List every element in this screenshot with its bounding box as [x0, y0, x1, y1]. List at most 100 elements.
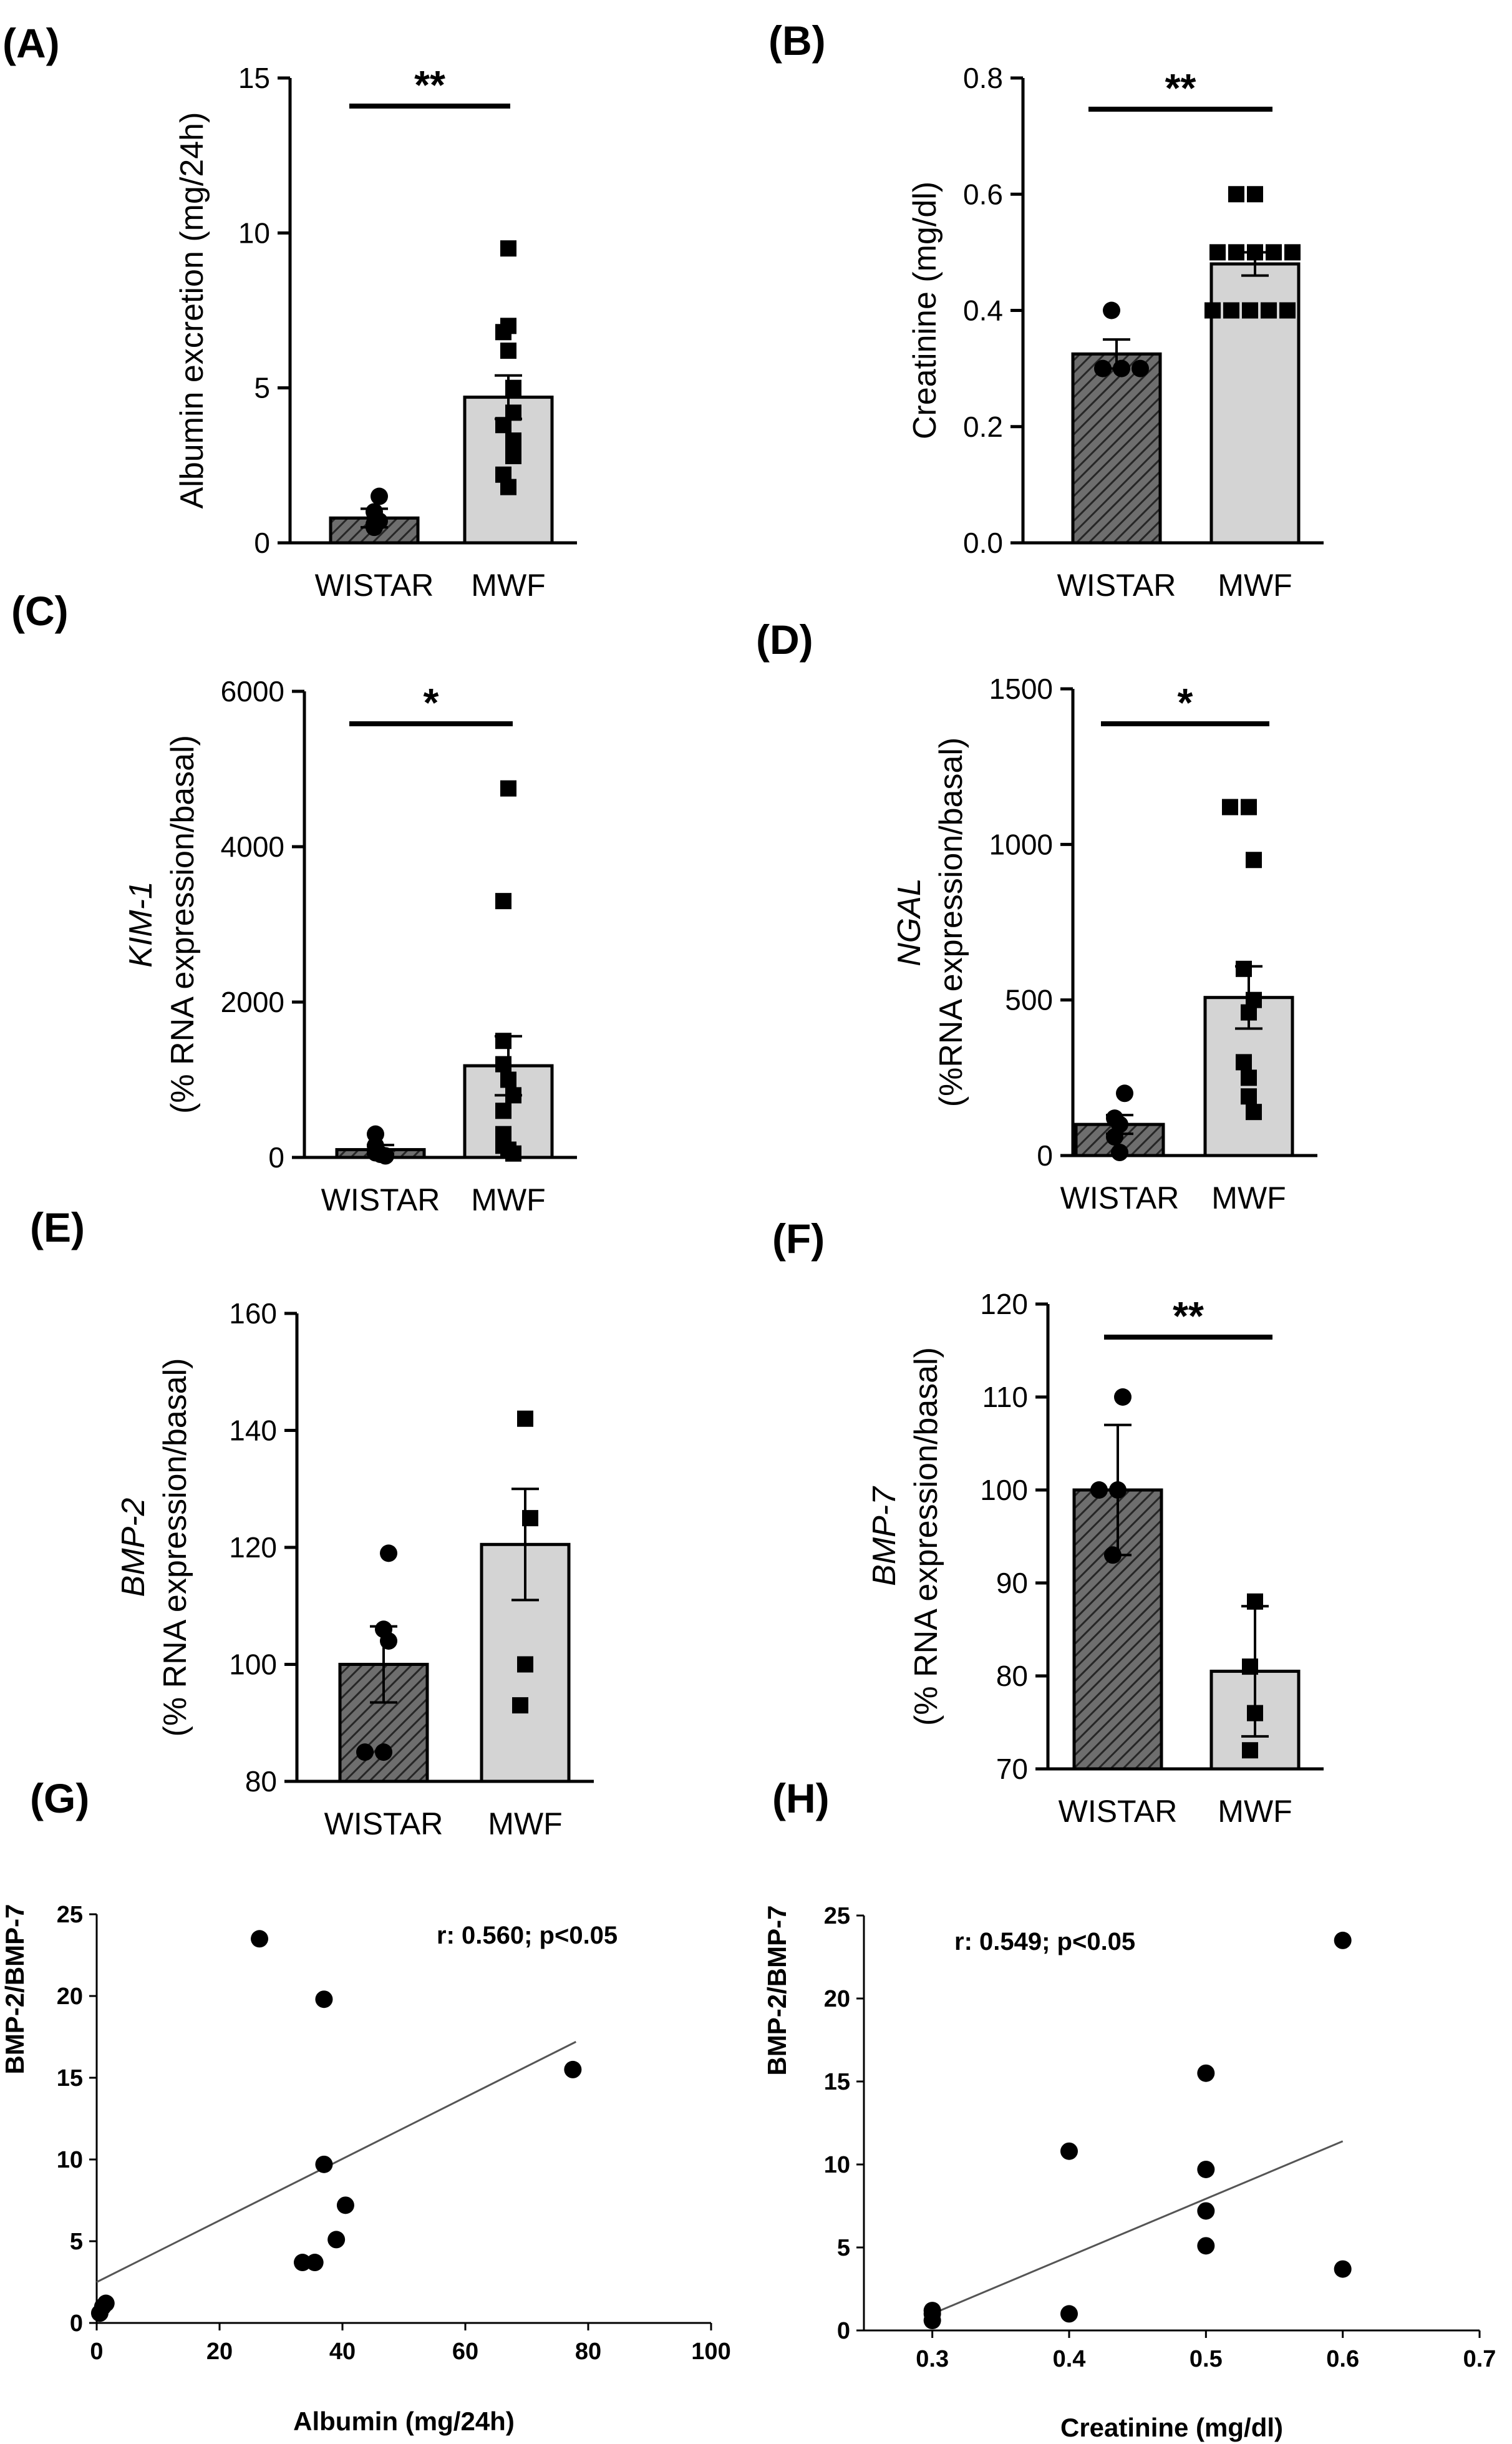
x-tick-label: 0.5: [1190, 2346, 1223, 2372]
data-point-mwf: [1246, 991, 1262, 1008]
correlation-annotation: r: 0.549; p<0.05: [954, 1928, 1135, 1955]
data-point-mwf: [495, 1056, 511, 1073]
significance-marker: *: [1178, 680, 1193, 725]
data-point-mwf: [1247, 186, 1263, 203]
category-label: MWF: [471, 1182, 545, 1217]
data-point-mwf: [1266, 244, 1282, 261]
panel-f: (F) 70 80 90 100 110 120 WISTAR MWF BMP-7 (% RNA e…: [772, 1215, 1324, 1829]
data-point-mwf: [1246, 852, 1262, 869]
data-point-mwf: [505, 447, 521, 464]
y-tick-label: 0: [1037, 1139, 1053, 1172]
x-tick-label: 20: [206, 2339, 233, 2365]
data-point-mwf: [1242, 1658, 1258, 1675]
data-point-mwf: [495, 466, 511, 483]
y-tick-label: 25: [824, 1903, 850, 1929]
correlation-annotation: r: 0.560; p<0.05: [437, 1922, 618, 1949]
data-point-wistar: [1106, 1109, 1123, 1127]
y-axis-label: Creatinine (mg/dl): [907, 182, 943, 439]
data-point-mwf: [1228, 186, 1244, 203]
data-point-mwf: [500, 780, 516, 797]
data-point-mwf: [1247, 244, 1263, 261]
y-tick-label: 0: [254, 527, 270, 559]
panel-a: (A) 0 5 10 15 WISTAR MWF Albumin excretion (mg/…: [2, 20, 577, 603]
panel-g: (G) 0 20 40 60 80 100 0 5 10 15 20 25 r: 0.560; p<0.0…: [0, 1775, 731, 2436]
y-tick-label: 0: [70, 2310, 83, 2337]
x-tick-label: 80: [575, 2339, 601, 2365]
scatter-point: [564, 2060, 582, 2078]
data-point-mwf: [1236, 1054, 1252, 1071]
y-axis-label: BMP-2/BMP-7: [0, 1904, 29, 2074]
y-tick-label: 20: [57, 1984, 83, 2010]
y-tick-label: 10: [57, 2147, 83, 2173]
data-point-mwf: [1279, 302, 1296, 319]
scatter-point: [1060, 2142, 1078, 2160]
data-point-mwf: [517, 1410, 533, 1427]
scatter-point: [1197, 2237, 1215, 2255]
panel-label: (E): [30, 1204, 85, 1250]
data-point-mwf: [1242, 1742, 1258, 1759]
data-point-mwf: [517, 1656, 533, 1673]
y-axis-label: (% RNA expression/basal): [908, 1347, 944, 1726]
y-tick-label: 10: [238, 217, 270, 249]
y-tick-label: 110: [982, 1381, 1028, 1413]
data-point-mwf: [495, 1126, 511, 1142]
y-tick-label: 0.0: [963, 527, 1003, 559]
x-tick-label: 0.4: [1053, 2346, 1086, 2372]
y-axis-label: BMP-2/BMP-7: [762, 1905, 792, 2075]
y-tick-label: 0.8: [963, 62, 1003, 94]
y-tick-label: 15: [238, 62, 270, 94]
y-axis-label: (% RNA expression/basal): [157, 1358, 193, 1737]
panel-b: (B) 0.0 0.2 0.4 0.6 0.8 WISTAR MWF Creatinine (m…: [768, 17, 1324, 603]
scatter-point: [1334, 2260, 1352, 2278]
data-point-mwf: [1241, 1088, 1257, 1105]
data-point-wistar: [1113, 359, 1130, 377]
y-tick-label: 500: [1005, 984, 1053, 1016]
y-tick-label: 120: [229, 1531, 277, 1564]
y-axis-label: Albumin excretion (mg/24h): [174, 112, 210, 509]
y-tick-label: 5: [254, 372, 270, 404]
y-tick-label: 1500: [989, 673, 1053, 705]
y-tick-label: 15: [824, 2069, 850, 2095]
y-tick-label: 5: [70, 2229, 83, 2255]
significance-marker: *: [424, 680, 439, 725]
data-point-wistar: [1109, 1481, 1127, 1499]
category-label: WISTAR: [1057, 568, 1176, 603]
panel-c: (C) 0 2000 4000 6000 WISTAR MWF KIM-1 (% RNA exp…: [11, 588, 577, 1217]
panel-d: (D) 0 500 1000 1500 WISTAR MWF NGAL (%RNA expres…: [756, 616, 1317, 1215]
panel-label: (B): [768, 17, 826, 64]
y-tick-label: 100: [229, 1648, 277, 1681]
significance-marker: **: [414, 62, 445, 107]
y-tick-label: 2000: [221, 986, 284, 1018]
scatter-point: [97, 2294, 115, 2312]
scatter-point: [327, 2231, 346, 2249]
category-label: MWF: [488, 1806, 562, 1841]
category-label: WISTAR: [321, 1182, 440, 1217]
scatter-point: [336, 2196, 354, 2214]
data-point-mwf: [1223, 302, 1239, 319]
category-label: WISTAR: [315, 568, 434, 603]
regression-line: [932, 2140, 1344, 2315]
data-point-mwf: [1247, 1705, 1263, 1721]
y-tick-label: 4000: [221, 830, 284, 863]
y-tick-label: 25: [57, 1902, 83, 1928]
y-tick-label: 140: [229, 1414, 277, 1447]
data-point-wistar: [367, 1125, 384, 1143]
y-tick-label: 1000: [989, 828, 1053, 860]
data-point-wistar: [356, 1743, 374, 1761]
y-axis-label: (% RNA expression/basal): [165, 735, 201, 1114]
bar-wistar: [1071, 352, 1162, 545]
y-tick-label: 80: [245, 1765, 277, 1798]
data-point-wistar: [1104, 1546, 1122, 1564]
y-tick-label: 0.4: [963, 295, 1003, 327]
y-tick-label: 70: [996, 1753, 1028, 1785]
data-point-mwf: [1247, 1593, 1263, 1610]
scatter-point: [293, 2254, 311, 2272]
data-point-mwf: [500, 318, 516, 334]
data-point-mwf: [500, 240, 516, 257]
y-tick-label: 6000: [221, 675, 284, 708]
scatter-point: [1334, 1931, 1352, 1949]
panel-label: (H): [772, 1775, 830, 1821]
category-label: WISTAR: [1060, 1181, 1180, 1215]
x-axis-label: Creatinine (mg/dl): [1060, 2413, 1283, 2442]
